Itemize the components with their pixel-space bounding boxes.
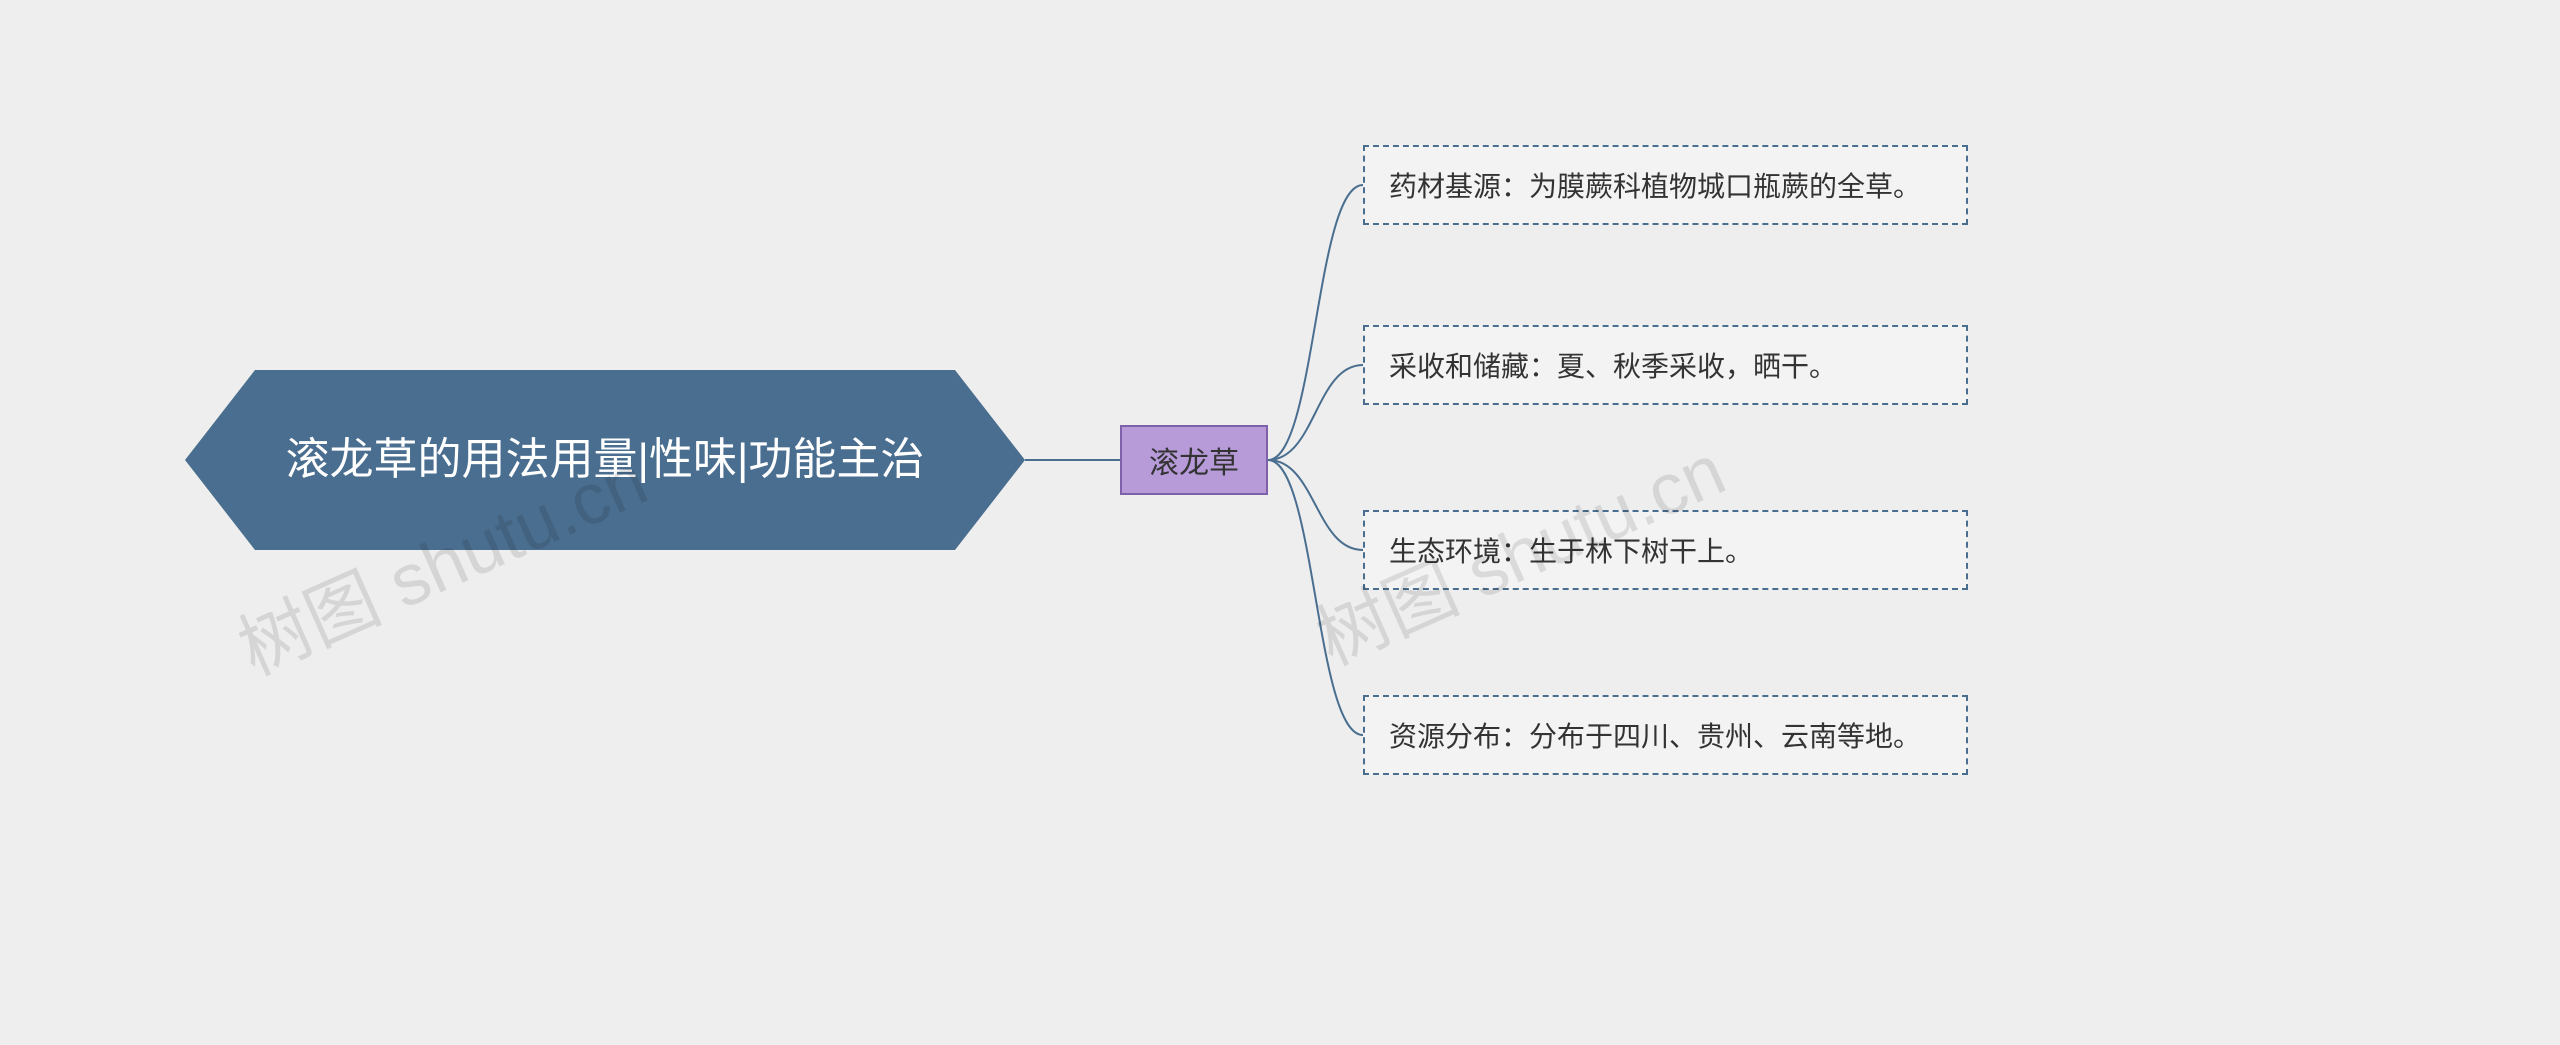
root-node[interactable]: 滚龙草的用法用量|性味|功能主治 [255,370,955,550]
mindmap-canvas: 滚龙草的用法用量|性味|功能主治 滚龙草 药材基源：为膜蕨科植物城口瓶蕨的全草。… [0,0,2560,1045]
leaf-label: 资源分布：分布于四川、贵州、云南等地。 [1389,715,1921,755]
root-label: 滚龙草的用法用量|性味|功能主治 [286,430,925,489]
sub-node-label: 滚龙草 [1149,438,1239,482]
leaf-label: 药材基源：为膜蕨科植物城口瓶蕨的全草。 [1389,165,1921,205]
leaf-node[interactable]: 采收和储藏：夏、秋季采收，晒干。 [1363,325,1968,405]
leaf-node[interactable]: 资源分布：分布于四川、贵州、云南等地。 [1363,695,1968,775]
sub-node[interactable]: 滚龙草 [1120,425,1268,495]
leaf-node[interactable]: 药材基源：为膜蕨科植物城口瓶蕨的全草。 [1363,145,1968,225]
leaf-label: 采收和储藏：夏、秋季采收，晒干。 [1389,345,1837,385]
leaf-label: 生态环境：生于林下树干上。 [1389,530,1753,570]
leaf-node[interactable]: 生态环境：生于林下树干上。 [1363,510,1968,590]
